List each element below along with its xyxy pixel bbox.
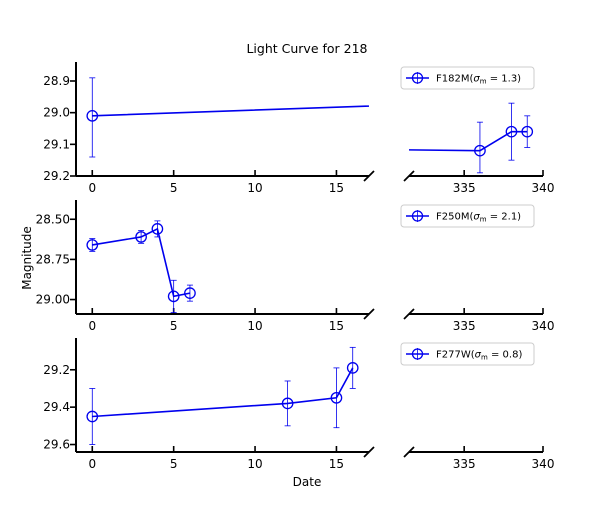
data-point <box>346 346 359 389</box>
x-tick-label: 340 <box>532 181 555 195</box>
panels: 28.9 29.0 29.1 29.2 0 5 10 15 335 340 F182M(σm = 1… <box>36 62 555 471</box>
axis-break-mark <box>363 446 375 458</box>
data-point <box>86 388 99 445</box>
data-point <box>330 367 343 429</box>
y-tick-label: 29.2 <box>43 169 70 183</box>
x-tick-label: 15 <box>329 457 344 471</box>
x-tick-label: 340 <box>532 457 555 471</box>
x-tick-label: 5 <box>170 181 178 195</box>
x-tick-label: 10 <box>247 181 262 195</box>
axis-break-mark <box>403 446 415 458</box>
data-marker <box>86 239 99 251</box>
y-tick-label: 28.75 <box>36 252 70 266</box>
data-marker <box>135 231 147 243</box>
x-tick-label: 335 <box>453 457 476 471</box>
chart-title: Light Curve for 218 <box>246 41 367 56</box>
y-tick-label: 29.6 <box>43 438 70 452</box>
data-marker <box>521 125 534 138</box>
data-point <box>135 230 147 244</box>
x-tick-label: 15 <box>329 319 344 333</box>
x-tick-label: 335 <box>453 181 476 195</box>
y-tick-label: 28.9 <box>43 74 70 88</box>
data-marker <box>474 144 486 157</box>
x-tick-label: 10 <box>247 319 262 333</box>
data-marker <box>330 391 343 404</box>
legend: F277W(σm = 0.8) <box>400 342 535 366</box>
y-tick-label: 28.50 <box>36 212 70 226</box>
x-tick-label: 335 <box>453 319 476 333</box>
panel-f277w: 29.2 29.4 29.6 0 5 10 15 335 340 F277W(σm = 0.8) <box>43 338 555 471</box>
x-tick-label: 15 <box>329 181 344 195</box>
data-marker <box>86 109 99 122</box>
data-point <box>521 115 534 148</box>
data-point <box>505 102 518 161</box>
legend-marker <box>411 210 424 222</box>
data-point <box>474 121 486 174</box>
y-tick-label: 29.1 <box>43 137 70 151</box>
x-tick-label: 5 <box>170 457 178 471</box>
x-tick-label: 0 <box>88 319 96 333</box>
panel-f250m: 28.50 28.75 29.00 0 5 10 15 335 340 F250M(σm = 2.… <box>36 200 555 333</box>
x-axis-label: Date <box>293 475 322 489</box>
axis-break-mark <box>363 308 375 320</box>
y-tick-label: 29.0 <box>43 106 70 120</box>
data-marker <box>346 362 359 374</box>
x-tick-label: 340 <box>532 319 555 333</box>
legend-box <box>400 342 535 366</box>
data-marker <box>281 397 294 410</box>
x-tick-label: 0 <box>88 457 96 471</box>
axis-break-mark <box>403 170 415 182</box>
data-point <box>86 238 99 252</box>
y-axis-label: Magnitude <box>20 226 34 290</box>
data-point <box>184 284 196 302</box>
data-point <box>281 380 294 427</box>
x-tick-label: 5 <box>170 319 178 333</box>
data-marker <box>505 125 518 138</box>
data-point <box>151 220 164 238</box>
legend-marker <box>411 72 424 84</box>
y-tick-label: 29.2 <box>43 363 70 377</box>
data-marker <box>86 410 99 423</box>
legend-label: F277W(σm = 0.8) <box>436 350 522 362</box>
axis-break-mark <box>363 170 375 182</box>
data-marker <box>167 290 180 303</box>
legend-box <box>400 66 535 90</box>
legend-marker <box>411 348 424 360</box>
legend-label: F250M(σm = 2.1) <box>436 212 521 224</box>
data-point <box>86 77 99 158</box>
series-line <box>409 130 528 152</box>
legend: F250M(σm = 2.1) <box>400 204 535 228</box>
axis-break-mark <box>403 308 415 320</box>
series-line <box>92 105 369 117</box>
legend-box <box>400 204 535 228</box>
data-marker <box>151 223 164 235</box>
series-line <box>92 367 354 418</box>
y-tick-label: 29.4 <box>43 400 70 414</box>
legend: F182M(σm = 1.3) <box>400 66 535 90</box>
x-tick-label: 10 <box>247 457 262 471</box>
y-tick-label: 29.00 <box>36 293 70 307</box>
legend-label: F182M(σm = 1.3) <box>436 74 521 86</box>
data-point <box>167 279 180 313</box>
data-marker <box>184 287 196 299</box>
x-tick-label: 0 <box>88 181 96 195</box>
panel-f182m: 28.9 29.0 29.1 29.2 0 5 10 15 335 340 F182M(σm = 1… <box>43 62 555 195</box>
